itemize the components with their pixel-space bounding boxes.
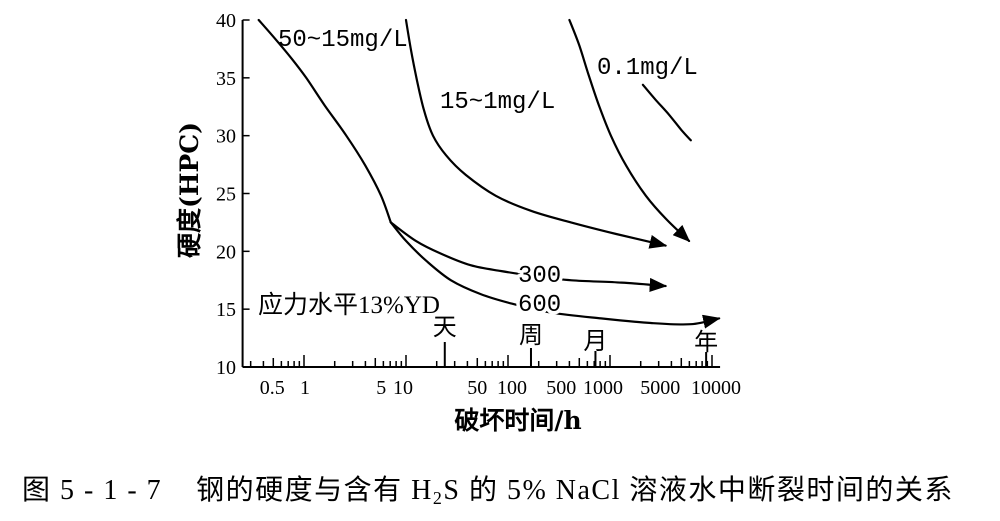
- chart-labels: 0.5 1 5 10 50 100 500 1000 5000 10000101520253035…: [216, 10, 741, 399]
- stress-level-annotation: 应力水平13%YD: [258, 291, 440, 319]
- caption-subscript: 2: [432, 488, 444, 508]
- y-tick-label: 20: [216, 241, 236, 263]
- axes: [241, 19, 721, 368]
- series-line-5: [568, 18, 691, 243]
- y-tick-label: 15: [216, 299, 236, 321]
- caption-text-start: 钢的硬度与含有 H: [196, 475, 433, 506]
- series-label: 0.1mg/L: [597, 55, 698, 82]
- y-tick-label: 35: [216, 68, 236, 90]
- series-label: 50~15mg/L: [278, 27, 408, 54]
- caption-text-end: S 的 5% NaCl 溶液水中断裂时间的关系: [443, 475, 954, 506]
- x-tick-label: 10: [393, 377, 413, 399]
- time-mark-label: 年: [694, 328, 718, 356]
- time-mark-label: 周: [519, 321, 543, 349]
- x-axis-title: 破坏时间/h: [454, 406, 581, 435]
- y-tick-label: 40: [216, 10, 236, 32]
- time-mark-label: 月: [583, 327, 607, 355]
- figure-number: 图 5 - 1 - 7: [22, 475, 163, 506]
- y-axis-title: 硬度(HPC): [175, 122, 204, 258]
- y-tick-label: 25: [216, 184, 236, 206]
- series-label: 300: [518, 263, 561, 290]
- series-line-3: [389, 221, 721, 329]
- x-tick-label: 50: [467, 377, 487, 399]
- series-line-4: [404, 18, 668, 249]
- x-tick-label: 1: [300, 377, 310, 399]
- series-line-2: [389, 221, 668, 292]
- x-tick-label: 100: [497, 377, 527, 399]
- series-line-1: [257, 18, 392, 224]
- x-tick-label: 5000: [640, 377, 680, 399]
- y-tick-label: 10: [216, 357, 236, 379]
- series-label: 15~1mg/L: [440, 89, 555, 116]
- x-tick-label: 500: [546, 377, 576, 399]
- chart: 0.5 1 5 10 50 100 500 1000 5000 10000101520253035…: [175, 10, 741, 435]
- x-tick-label: 10000: [691, 377, 741, 399]
- plot-area: [257, 18, 721, 329]
- series-label: 600: [518, 292, 561, 319]
- x-tick-label: 0.5: [260, 377, 285, 399]
- time-mark-label: 天: [433, 313, 457, 341]
- series-line-6: [641, 83, 692, 142]
- figure-caption: 图 5 - 1 - 7 钢的硬度与含有 H2S 的 5% NaCl 溶液水中断裂时…: [22, 468, 954, 508]
- x-tick-label: 5: [376, 377, 386, 399]
- y-tick-label: 30: [216, 126, 236, 148]
- x-tick-label: 1000: [583, 377, 623, 399]
